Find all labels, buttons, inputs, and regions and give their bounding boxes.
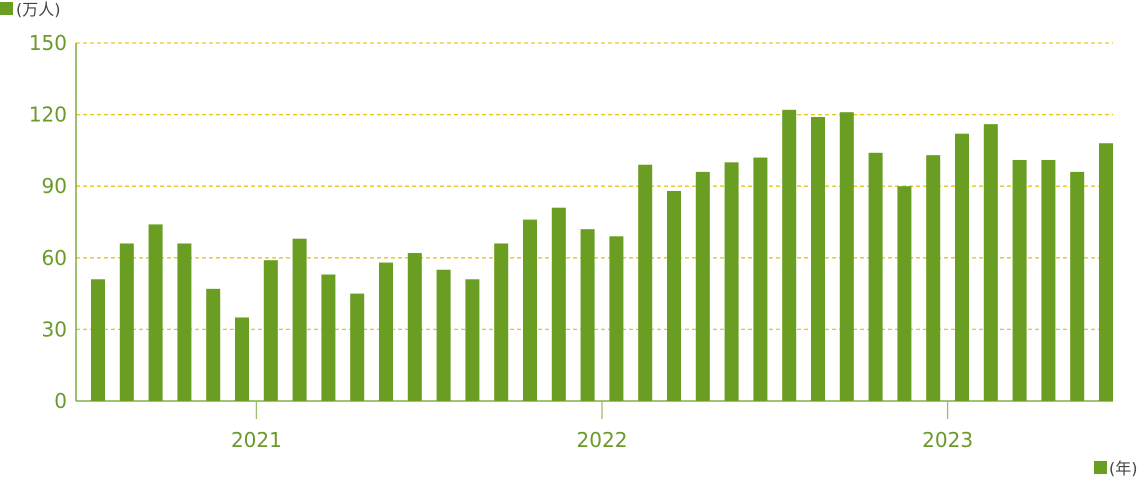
x-tick-label: 2021 xyxy=(231,428,282,452)
bar xyxy=(638,164,653,401)
bars xyxy=(91,109,1113,402)
bar xyxy=(465,279,480,401)
bar xyxy=(494,243,509,401)
bar xyxy=(119,243,134,401)
x-tick-label: 2022 xyxy=(577,428,628,452)
bar xyxy=(350,293,365,401)
bar xyxy=(782,109,797,402)
axes xyxy=(75,43,1113,419)
bar xyxy=(235,317,249,401)
bar xyxy=(839,112,854,402)
bar xyxy=(1012,159,1027,401)
y-tick-label: 90 xyxy=(42,174,67,198)
bar xyxy=(436,269,451,401)
x-tick-label: 2023 xyxy=(922,428,973,452)
bar xyxy=(292,238,307,401)
bar xyxy=(695,171,710,401)
bar xyxy=(667,190,681,401)
bar xyxy=(1099,143,1113,402)
bar xyxy=(407,253,422,401)
bar xyxy=(321,274,336,401)
bar xyxy=(177,243,192,401)
y-unit-swatch xyxy=(0,2,13,15)
bar xyxy=(897,186,912,401)
bar xyxy=(724,162,739,401)
bar xyxy=(263,260,278,401)
labels: 0 30 60 90 120 150 2021 2022 2023 xyxy=(29,31,973,452)
bar xyxy=(955,133,969,401)
bar xyxy=(753,157,768,401)
bar xyxy=(1041,159,1056,401)
bar xyxy=(551,207,566,401)
bar xyxy=(868,152,883,401)
y-unit-label: (万人) xyxy=(16,0,61,19)
bar xyxy=(206,288,221,401)
y-tick-label: 120 xyxy=(29,103,67,127)
bar xyxy=(523,219,537,401)
y-tick-label: 30 xyxy=(42,317,67,341)
bar xyxy=(926,155,941,401)
x-unit-label: (年) xyxy=(1109,459,1138,478)
bar xyxy=(148,224,163,401)
bar xyxy=(983,124,998,401)
x-unit-swatch xyxy=(1094,461,1107,474)
bar xyxy=(609,236,624,401)
bar xyxy=(1070,171,1085,401)
bar xyxy=(811,116,825,401)
y-tick-label: 60 xyxy=(42,246,67,270)
bar xyxy=(91,279,105,401)
y-tick-label: 0 xyxy=(54,389,67,413)
y-tick-label: 150 xyxy=(29,31,67,55)
bar xyxy=(580,229,595,401)
bar xyxy=(379,262,393,401)
